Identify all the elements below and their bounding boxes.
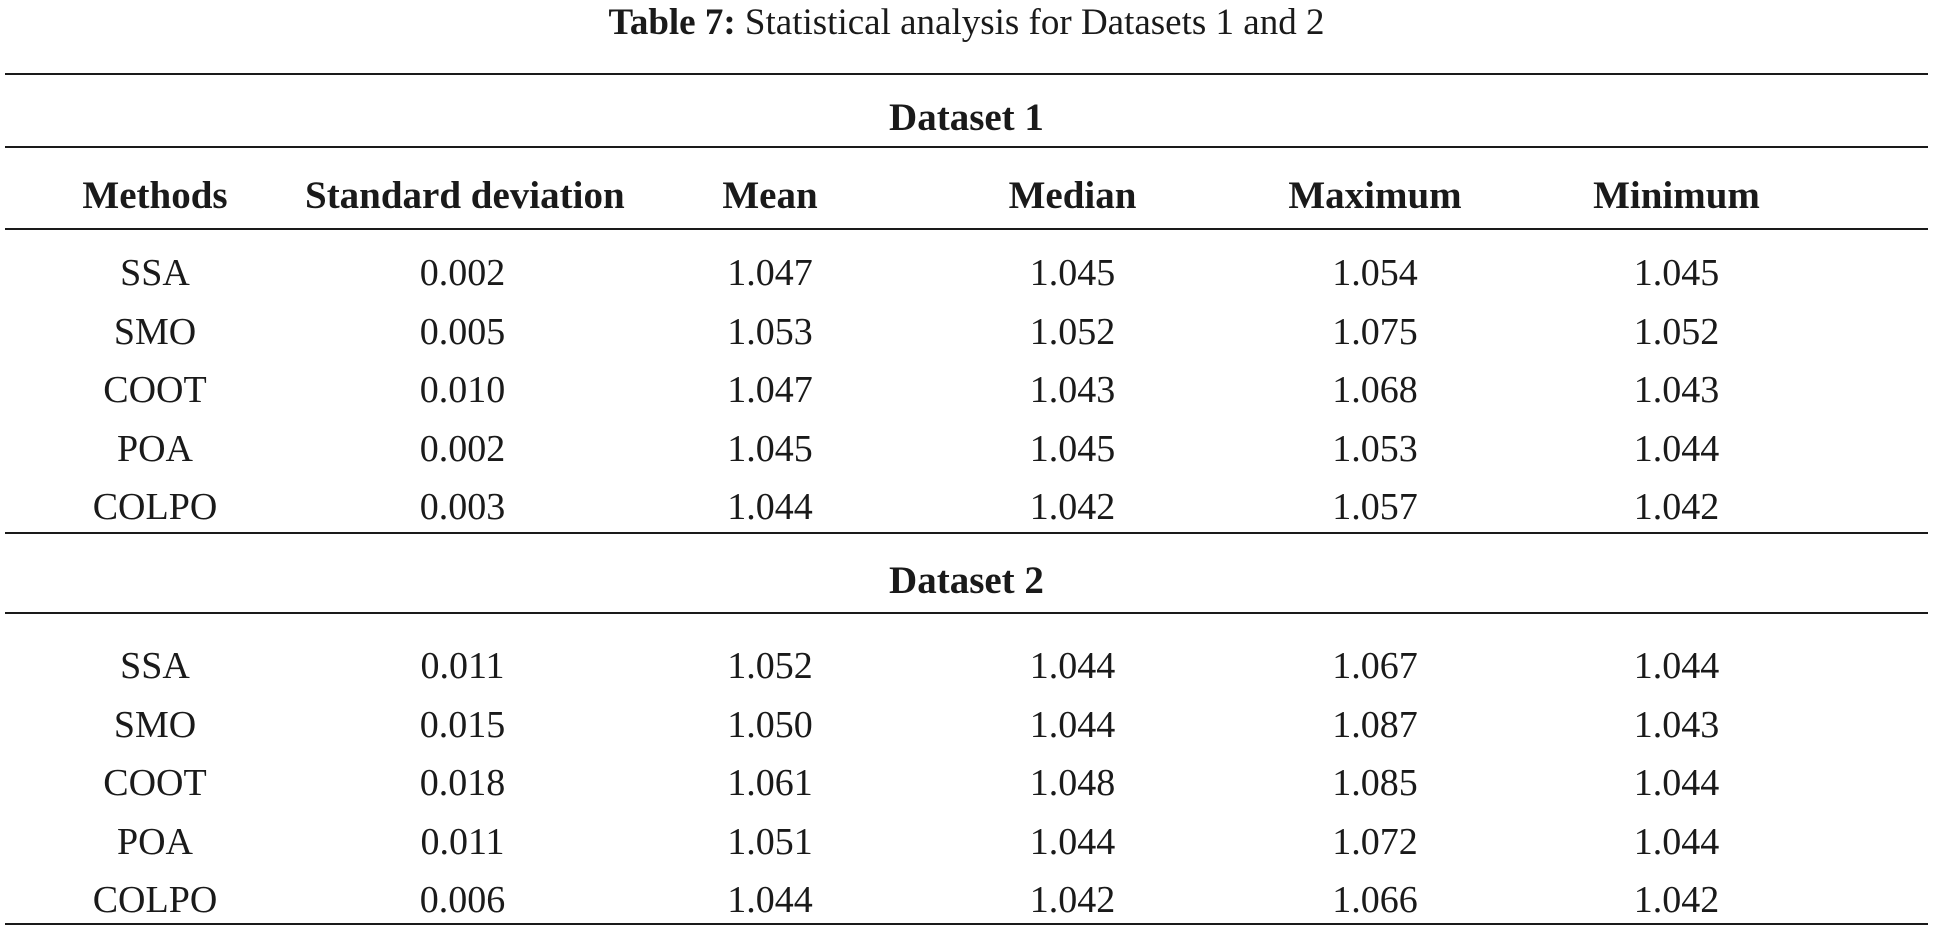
cell-standard-deviation: 0.018 <box>419 762 506 804</box>
cell-method: COOT <box>103 762 207 804</box>
cell-method: SSA <box>120 252 190 294</box>
top-rule <box>5 73 1928 75</box>
column-header-mean: Mean <box>722 174 818 217</box>
table-row: COOT 0.018 1.061 1.048 1.085 1.044 <box>5 754 1928 813</box>
cell-median: 1.044 <box>1029 703 1116 746</box>
cell-standard-deviation: 0.011 <box>420 645 505 687</box>
cell-median: 1.044 <box>1029 820 1116 863</box>
cell-median: 1.052 <box>1029 310 1116 353</box>
column-header-minimum: Minimum <box>1593 174 1760 217</box>
cell-method: SSA <box>120 645 190 687</box>
caption-text: Statistical analysis for Datasets 1 and … <box>735 2 1325 43</box>
cell-maximum: 1.087 <box>1332 703 1418 746</box>
cell-mean: 1.053 <box>727 310 813 353</box>
cell-method: COLPO <box>92 879 218 921</box>
section-divider-rule <box>5 532 1928 534</box>
cell-median: 1.042 <box>1029 486 1116 528</box>
cell-method: SMO <box>113 703 197 746</box>
cell-minimum: 1.052 <box>1633 310 1720 353</box>
cell-standard-deviation: 0.002 <box>419 427 506 470</box>
cell-minimum: 1.044 <box>1633 820 1720 863</box>
cell-maximum: 1.075 <box>1332 310 1418 353</box>
header-rule <box>5 228 1928 230</box>
cell-standard-deviation: 0.010 <box>419 369 506 411</box>
column-header-methods: Methods <box>82 174 228 217</box>
cell-maximum: 1.057 <box>1332 486 1418 528</box>
cell-minimum: 1.043 <box>1633 703 1720 746</box>
table-row: COOT 0.010 1.047 1.043 1.068 1.043 <box>5 361 1928 420</box>
cell-mean: 1.044 <box>727 486 813 528</box>
cell-maximum: 1.067 <box>1332 645 1418 687</box>
section-title-dataset-1: Dataset 1 <box>889 96 1044 139</box>
cell-maximum: 1.085 <box>1332 762 1418 804</box>
table-row: COLPO 0.006 1.044 1.042 1.066 1.042 <box>5 871 1928 930</box>
cell-maximum: 1.072 <box>1332 820 1418 863</box>
cell-minimum: 1.044 <box>1633 762 1720 804</box>
cell-standard-deviation: 0.011 <box>420 820 505 863</box>
cell-mean: 1.050 <box>727 703 813 746</box>
cell-minimum: 1.042 <box>1633 486 1720 528</box>
cell-minimum: 1.044 <box>1633 645 1720 687</box>
cell-standard-deviation: 0.006 <box>419 879 506 921</box>
section-title-dataset-2: Dataset 2 <box>889 559 1044 602</box>
cell-method: SMO <box>113 310 197 353</box>
cell-maximum: 1.066 <box>1332 879 1418 921</box>
cell-median: 1.048 <box>1029 762 1116 804</box>
table-row: SMO 0.015 1.050 1.044 1.087 1.043 <box>5 696 1928 755</box>
column-header-maximum: Maximum <box>1288 174 1462 217</box>
cell-median: 1.045 <box>1029 427 1116 470</box>
cell-mean: 1.044 <box>727 879 813 921</box>
cell-mean: 1.061 <box>727 762 813 804</box>
cell-method: COLPO <box>92 486 218 528</box>
column-header-standard-deviation: Standard deviation <box>305 174 625 217</box>
section-rule <box>5 612 1928 614</box>
cell-standard-deviation: 0.003 <box>419 486 506 528</box>
cell-standard-deviation: 0.015 <box>419 703 506 746</box>
table-row: SMO 0.005 1.053 1.052 1.075 1.052 <box>5 303 1928 362</box>
cell-standard-deviation: 0.002 <box>419 252 506 294</box>
table-row: SSA 0.011 1.052 1.044 1.067 1.044 <box>5 637 1928 696</box>
cell-median: 1.045 <box>1029 252 1116 294</box>
cell-minimum: 1.042 <box>1633 879 1720 921</box>
cell-maximum: 1.068 <box>1332 369 1418 411</box>
cell-method: COOT <box>103 369 207 411</box>
cell-minimum: 1.044 <box>1633 427 1720 470</box>
cell-method: POA <box>116 427 194 470</box>
cell-median: 1.042 <box>1029 879 1116 921</box>
cell-maximum: 1.054 <box>1332 252 1418 294</box>
cell-mean: 1.045 <box>727 427 813 470</box>
cell-maximum: 1.053 <box>1332 427 1418 470</box>
table-row: SSA 0.002 1.047 1.045 1.054 1.045 <box>5 244 1928 303</box>
cell-median: 1.044 <box>1029 645 1116 687</box>
table-row: POA 0.002 1.045 1.045 1.053 1.044 <box>5 420 1928 479</box>
cell-mean: 1.051 <box>727 820 813 863</box>
cell-minimum: 1.045 <box>1633 252 1720 294</box>
cell-method: POA <box>116 820 194 863</box>
cell-mean: 1.047 <box>727 252 813 294</box>
table-row: COLPO 0.003 1.044 1.042 1.057 1.042 <box>5 478 1928 537</box>
table-row: POA 0.011 1.051 1.044 1.072 1.044 <box>5 813 1928 872</box>
cell-minimum: 1.043 <box>1633 369 1720 411</box>
cell-mean: 1.047 <box>727 369 813 411</box>
section-rule <box>5 146 1928 148</box>
table-caption: Table 7: Statistical analysis for Datase… <box>0 0 1933 46</box>
caption-label: Table 7: <box>608 2 736 43</box>
cell-mean: 1.052 <box>727 645 813 687</box>
table-header-row: Methods Standard deviation Mean Median M… <box>5 170 1928 222</box>
cell-standard-deviation: 0.005 <box>419 310 506 353</box>
cell-median: 1.043 <box>1029 369 1116 411</box>
column-header-median: Median <box>1008 174 1137 217</box>
bottom-rule <box>5 923 1928 925</box>
